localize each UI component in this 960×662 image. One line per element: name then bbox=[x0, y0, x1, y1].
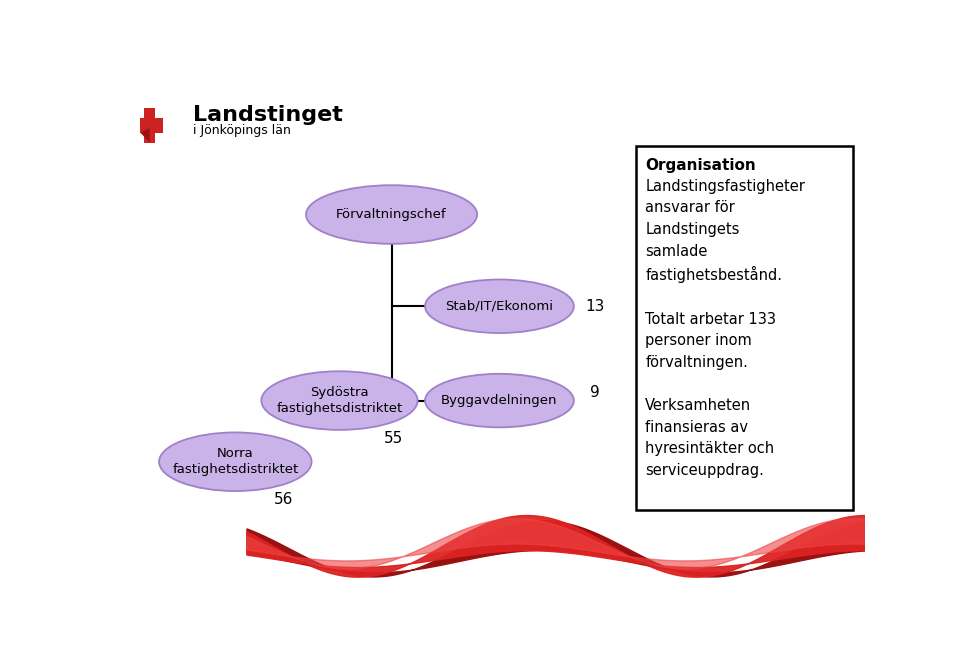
Text: Förvaltningschef: Förvaltningschef bbox=[336, 208, 446, 221]
Ellipse shape bbox=[306, 185, 477, 244]
Polygon shape bbox=[140, 128, 150, 142]
FancyArrow shape bbox=[144, 108, 156, 142]
Text: 56: 56 bbox=[274, 493, 294, 508]
Ellipse shape bbox=[261, 371, 418, 430]
Text: Landstinget: Landstinget bbox=[193, 105, 343, 125]
Text: i Jönköpings län: i Jönköpings län bbox=[193, 124, 291, 137]
Text: Organisation: Organisation bbox=[645, 158, 756, 173]
Ellipse shape bbox=[159, 432, 312, 491]
Text: Stab/IT/Ekonomi: Stab/IT/Ekonomi bbox=[445, 300, 553, 312]
Text: 55: 55 bbox=[384, 432, 403, 446]
Text: Landstingsfastigheter
ansvarar för
Landstingets
samlade
fastighetsbestånd.

Tota: Landstingsfastigheter ansvarar för Lands… bbox=[645, 179, 805, 478]
Ellipse shape bbox=[425, 374, 574, 428]
Text: Byggavdelningen: Byggavdelningen bbox=[442, 394, 558, 407]
Text: Norra
fastighetsdistriktet: Norra fastighetsdistriktet bbox=[172, 448, 299, 476]
Ellipse shape bbox=[425, 279, 574, 333]
FancyBboxPatch shape bbox=[636, 146, 852, 510]
Text: 9: 9 bbox=[589, 385, 600, 401]
Text: Sydöstra
fastighetsdistriktet: Sydöstra fastighetsdistriktet bbox=[276, 386, 402, 415]
Text: 13: 13 bbox=[585, 299, 605, 314]
FancyArrow shape bbox=[140, 118, 163, 132]
